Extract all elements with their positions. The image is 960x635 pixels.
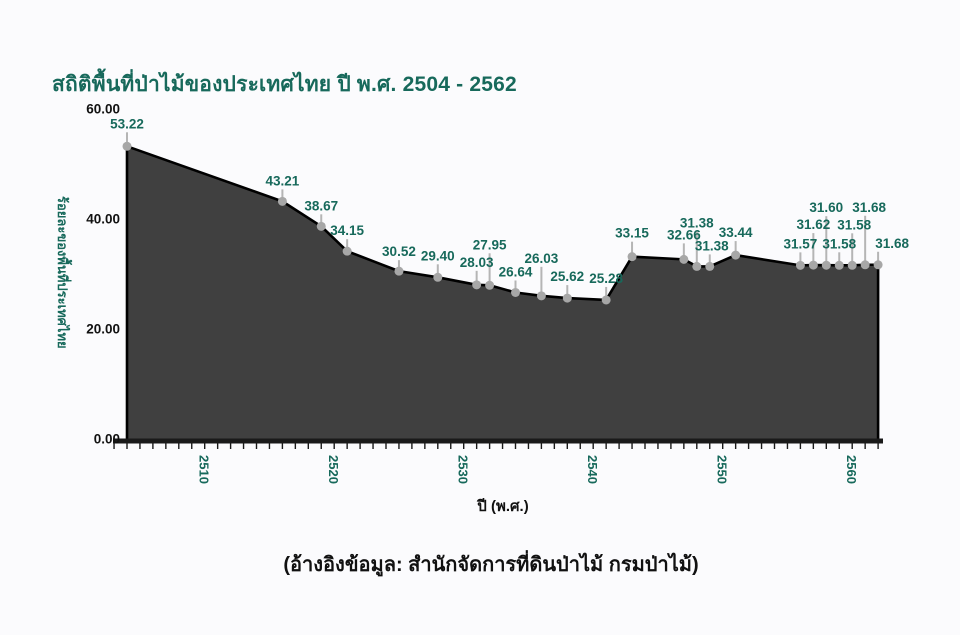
data-point-marker	[692, 261, 702, 271]
data-point-label: 29.40	[421, 248, 455, 263]
y-axis-title: ร้อยละของพื้นที่ประเทศไทย	[55, 196, 73, 349]
x-tick-label: 2520	[326, 455, 341, 484]
data-point-label: 43.21	[266, 173, 300, 188]
data-point-marker	[795, 260, 805, 270]
data-point-marker	[834, 260, 844, 270]
data-point-marker	[394, 266, 404, 276]
data-point-label: 31.60	[809, 200, 843, 215]
data-point-label: 33.15	[615, 226, 649, 241]
x-tick-label: 2560	[844, 455, 859, 484]
data-point-label: 31.58	[822, 236, 856, 251]
data-point-marker	[316, 221, 326, 231]
data-point-marker	[485, 280, 495, 290]
source-note: (อ้างอิงข้อมูล: สำนักจัดการที่ดินป่าไม้ …	[283, 554, 699, 576]
data-point-marker	[601, 295, 611, 305]
data-point-label: 38.67	[304, 198, 338, 213]
data-point-label: 31.38	[680, 215, 714, 230]
data-point-marker	[873, 260, 883, 270]
y-tick-label: 60.00	[86, 102, 120, 117]
data-point-label: 34.15	[330, 223, 364, 238]
x-axis-title: ปี (พ.ศ.)	[476, 498, 528, 515]
data-point-marker	[562, 293, 572, 303]
x-tick-label: 2510	[197, 455, 212, 484]
data-point-marker	[808, 260, 818, 270]
x-tick-label: 2540	[585, 455, 600, 484]
data-point-label: 30.52	[382, 244, 416, 259]
x-tick-label: 2550	[715, 455, 730, 484]
data-point-label: 26.64	[499, 264, 533, 279]
data-point-marker	[860, 260, 870, 270]
data-point-marker	[342, 246, 352, 256]
data-point-label: 31.68	[852, 200, 886, 215]
data-point-marker	[472, 280, 482, 290]
data-point-label: 31.58	[837, 217, 871, 232]
data-point-marker	[679, 254, 689, 264]
data-point-marker	[731, 250, 741, 260]
x-tick-label: 2530	[456, 455, 471, 484]
data-point-marker	[821, 260, 831, 270]
data-point-label: 27.95	[473, 237, 507, 252]
y-tick-label: 0.00	[94, 432, 120, 447]
data-point-label: 53.22	[110, 116, 144, 131]
data-point-label: 26.03	[525, 251, 559, 266]
data-point-marker	[122, 141, 132, 151]
data-point-marker	[705, 261, 715, 271]
data-point-label: 31.57	[784, 236, 818, 251]
area-fill	[127, 146, 879, 440]
data-point-marker	[433, 272, 443, 282]
data-point-label: 33.44	[719, 225, 753, 240]
chart-title: สถิติพื้นที่ป่าไม้ของประเทศไทย ปี พ.ศ. 2…	[52, 73, 517, 97]
data-point-label: 25.62	[550, 269, 584, 284]
y-tick-label: 40.00	[86, 212, 120, 227]
y-tick-label: 20.00	[86, 322, 120, 337]
data-point-label: 25.28	[589, 271, 623, 286]
data-point-label: 31.62	[796, 217, 830, 232]
data-point-label: 28.03	[460, 255, 494, 270]
data-point-marker	[277, 196, 287, 206]
data-point-label: 32.66	[667, 227, 701, 242]
data-point-marker	[511, 287, 520, 297]
data-point-marker	[536, 291, 546, 301]
data-point-label: 31.68	[875, 236, 909, 251]
data-point-marker	[847, 260, 857, 270]
data-point-label: 31.38	[695, 238, 729, 253]
data-point-marker	[627, 252, 637, 262]
